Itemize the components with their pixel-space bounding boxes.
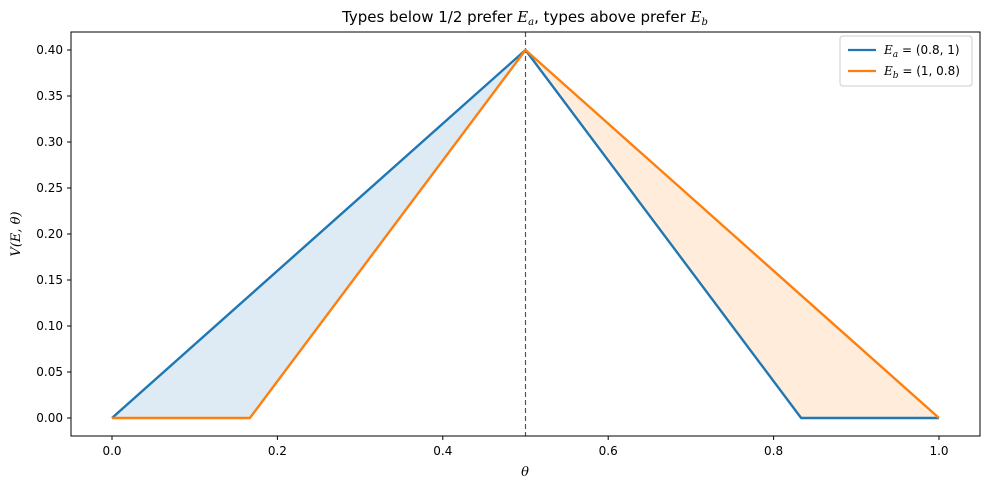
y-tick-label: 0.25 <box>36 181 63 195</box>
y-axis-ticks: 0.00 0.05 0.10 0.15 0.20 0.25 0.30 0.35 0.40 <box>36 43 71 425</box>
y-tick-label: 0.00 <box>36 411 63 425</box>
series-line-ea <box>111 48 939 420</box>
y-tick-label: 0.35 <box>36 89 63 103</box>
legend-label-eb: Eb = (1, 0.8) <box>883 64 960 81</box>
series-line-eb <box>112 48 940 420</box>
legend-box <box>839 35 973 87</box>
legend: Ea = (0.8, 1) Eb = (1, 0.8) <box>839 35 973 87</box>
x-tick-label: 1.0 <box>929 444 948 458</box>
y-tick-label: 0.05 <box>36 365 63 379</box>
y-tick-label: 0.15 <box>36 273 63 287</box>
y-tick-label: 0.10 <box>36 319 63 333</box>
chart-title: Types below 1/2 prefer Ea, types above p… <box>341 8 708 28</box>
y-tick-label: 0.30 <box>36 135 63 149</box>
x-axis-label: θ <box>521 465 529 480</box>
y-tick-label: 0.40 <box>36 43 63 57</box>
x-tick-label: 0.8 <box>764 444 783 458</box>
x-tick-label: 0.0 <box>102 444 121 458</box>
x-tick-label: 0.2 <box>268 444 287 458</box>
x-tick-label: 0.6 <box>599 444 618 458</box>
x-axis-ticks: 0.0 0.2 0.4 0.6 0.8 1.0 <box>102 436 949 458</box>
y-axis-label: V(E, θ) <box>9 211 24 256</box>
legend-label-ea: Ea = (0.8, 1) <box>883 43 960 60</box>
series-lines <box>111 48 940 420</box>
x-tick-label: 0.4 <box>433 444 452 458</box>
y-tick-label: 0.20 <box>36 227 63 241</box>
